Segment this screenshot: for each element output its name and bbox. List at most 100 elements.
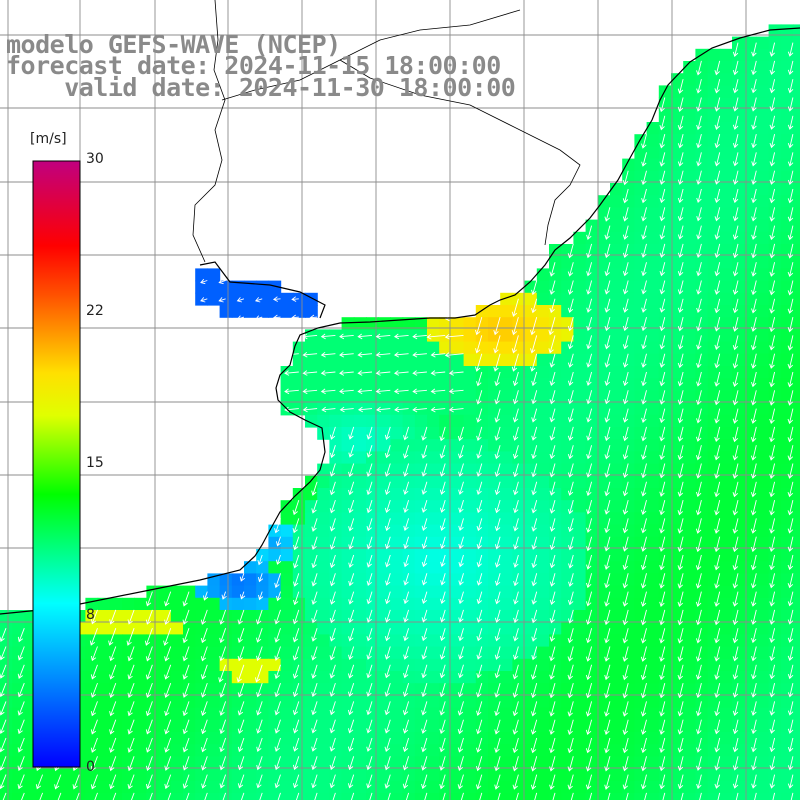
wind-arrow (677, 335, 684, 350)
wind-arrow (375, 388, 391, 395)
wind-arrow (240, 792, 245, 800)
wind-cell (561, 488, 574, 501)
wind-cell (573, 451, 587, 465)
wind-cell (536, 573, 550, 587)
wind-cell (256, 561, 269, 574)
wind-cell (683, 305, 696, 318)
wind-arrow (622, 316, 629, 332)
wind-arrow (348, 573, 355, 587)
wind-cell (97, 634, 111, 648)
wind-cell (671, 366, 684, 379)
wind-cell (768, 488, 782, 501)
wind-cell (341, 719, 355, 733)
wind-cell (732, 85, 745, 99)
wind-arrow (476, 536, 483, 550)
wind-cell (219, 683, 233, 696)
wind-cell (549, 292, 562, 306)
wind-cell (317, 658, 330, 672)
wind-cell (353, 427, 367, 440)
wind-cell (463, 500, 477, 513)
wind-cell (610, 366, 623, 379)
wind-cell (463, 658, 477, 672)
wind-cell (463, 353, 477, 367)
wind-cell (439, 549, 452, 562)
wind-cell (793, 109, 800, 123)
wind-arrow (366, 682, 373, 697)
wind-cell (439, 793, 452, 800)
wind-cell (146, 597, 160, 611)
wind-cell (634, 414, 648, 428)
wind-cell (634, 500, 648, 513)
wind-cell (671, 329, 684, 343)
wind-arrow (769, 207, 776, 222)
wind-cell (536, 793, 550, 800)
wind-arrow (293, 536, 300, 551)
wind-cell (683, 475, 696, 489)
wind-cell (756, 634, 770, 648)
wind-cell (402, 329, 416, 343)
wind-cell (500, 573, 513, 587)
wind-arrow (568, 573, 574, 587)
wind-cell (366, 390, 379, 404)
wind-cell (573, 268, 587, 282)
wind-arrow (769, 701, 776, 716)
wind-arrow (585, 646, 593, 662)
wind-cell (390, 719, 404, 733)
wind-arrow (339, 333, 354, 340)
wind-arrow (787, 152, 794, 167)
wind-cell (146, 646, 160, 660)
wind-cell (597, 683, 611, 696)
wind-arrow (476, 518, 483, 532)
wind-cell (793, 207, 800, 221)
wind-arrow (329, 481, 336, 496)
wind-cell (463, 597, 477, 611)
wind-cell (500, 427, 513, 440)
wind-cell (427, 756, 440, 770)
wind-arrow (311, 664, 318, 679)
wind-cell (646, 231, 660, 245)
wind-cell (671, 439, 684, 452)
wind-cell (646, 317, 660, 330)
wind-cell (402, 353, 416, 367)
wind-arrow (439, 426, 446, 442)
wind-cell (500, 793, 513, 800)
wind-arrow (714, 115, 721, 131)
wind-cell (512, 524, 526, 538)
wind-cell (683, 524, 696, 538)
wind-cell (536, 695, 550, 709)
wind-cell (329, 512, 343, 526)
wind-cell (207, 671, 221, 684)
wind-arrow (695, 628, 702, 644)
wind-arrow (439, 628, 446, 642)
wind-cell (488, 585, 501, 599)
wind-cell (756, 36, 770, 50)
wind-cell (683, 451, 696, 465)
wind-arrow (732, 207, 739, 222)
wind-cell (597, 219, 611, 233)
wind-cell (695, 573, 709, 587)
wind-arrow (696, 133, 702, 149)
wind-arrow (677, 664, 684, 681)
wind-cell (500, 634, 513, 648)
wind-cell (780, 24, 794, 38)
wind-cell (524, 402, 538, 416)
wind-arrow (384, 445, 391, 459)
wind-cell (256, 646, 269, 660)
wind-cell (732, 597, 745, 611)
wind-cell (695, 610, 709, 623)
wind-cell (744, 146, 757, 160)
wind-cell (768, 732, 782, 745)
wind-arrow (458, 536, 464, 550)
wind-cell (719, 512, 733, 526)
wind-cell (549, 280, 562, 294)
wind-cell (268, 646, 282, 660)
wind-cell (597, 585, 611, 599)
wind-cell (549, 366, 562, 379)
wind-arrow (549, 408, 556, 423)
wind-arrow (292, 499, 300, 516)
wind-cell (378, 756, 391, 770)
wind-cell (451, 585, 465, 599)
wind-cell (732, 695, 745, 709)
wind-cell (158, 756, 172, 770)
wind-arrow (750, 445, 757, 461)
